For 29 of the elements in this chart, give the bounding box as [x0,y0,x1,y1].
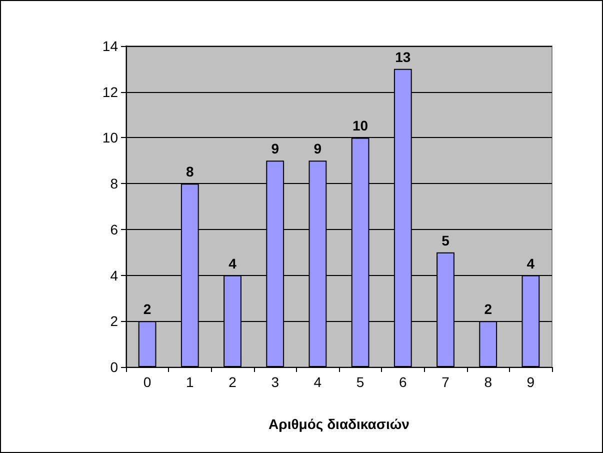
x-tick-label: 0 [143,374,152,390]
y-tick-label: 10 [102,130,118,146]
data-label: 4 [228,255,237,272]
x-tick-label: 7 [442,374,450,390]
x-tick-label: 3 [271,374,280,390]
x-axis-title: Αριθμός διαδικασιών [268,416,410,432]
data-label: 2 [484,301,492,318]
data-label: 8 [186,164,194,180]
data-label: 10 [352,118,368,134]
x-tick-label: 1 [186,374,194,390]
x-tick-label: 2 [228,374,237,390]
x-tick-label: 9 [526,374,535,390]
x-tick-label: 5 [356,374,364,390]
data-label: 9 [271,140,280,157]
x-tick-label: 8 [484,374,492,390]
x-tick-label: 4 [314,374,322,390]
y-tick-label: 0 [110,359,118,375]
y-tick-label: 8 [110,176,118,192]
data-label: 5 [442,232,450,248]
data-label: 2 [143,301,152,318]
x-tick-label: 6 [399,374,407,390]
data-label: 9 [314,140,322,157]
data-label: 4 [526,255,535,272]
y-tick-label: 6 [110,221,118,238]
y-tick-label: 14 [102,38,118,54]
y-tick-label: 12 [102,84,118,100]
y-tick-label: 2 [110,313,118,330]
y-tick-label: 4 [110,267,118,284]
data-label: 13 [395,48,411,65]
